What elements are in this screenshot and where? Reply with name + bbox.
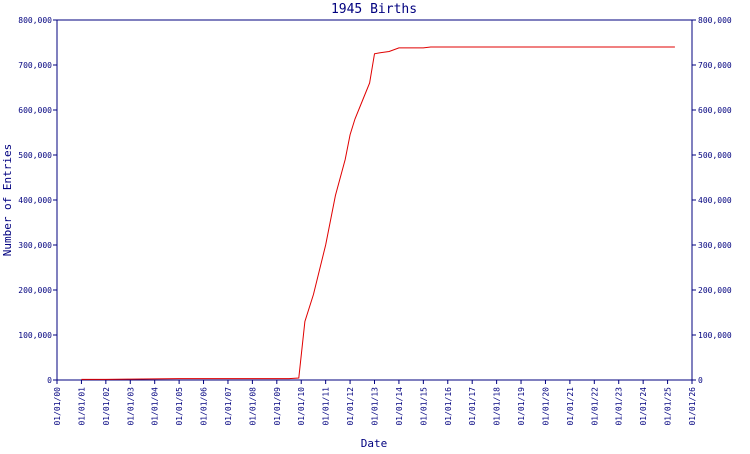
x-tick-label: 01/01/17 [468, 387, 477, 426]
x-tick-label: 01/01/09 [273, 387, 282, 426]
y-tick-label: 800,000 [18, 16, 52, 25]
x-axis-label: Date [361, 437, 388, 450]
y-tick-label: 100,000 [18, 331, 52, 340]
y-tick-label: 200,000 [18, 286, 52, 295]
x-tick-label: 01/01/08 [248, 387, 257, 426]
series-line [81, 46, 675, 380]
x-tick-label: 01/01/03 [126, 387, 135, 426]
y-tick-label-right: 600,000 [698, 106, 732, 115]
x-tick-label: 01/01/16 [444, 387, 453, 426]
y-tick-label-right: 700,000 [698, 61, 732, 70]
y-tick-label: 300,000 [18, 241, 52, 250]
x-tick-label: 01/01/01 [77, 387, 86, 426]
x-axis: 01/01/00 01/01/01 01/01/02 01/01/03 01/01/04… [53, 380, 697, 426]
y-tick-label-right: 300,000 [698, 241, 732, 250]
x-tick-label: 01/01/20 [541, 387, 550, 426]
y-tick-label: 0 [47, 376, 52, 385]
plot-area [56, 19, 693, 381]
y-axis-label: Number of Entries [1, 144, 14, 257]
y-tick-label-right: 0 [698, 376, 703, 385]
x-tick-label: 01/01/18 [493, 387, 502, 426]
x-tick-label: 01/01/15 [419, 387, 428, 426]
series-layer [81, 46, 675, 380]
y-tick-label-right: 800,000 [698, 16, 732, 25]
x-tick-label: 01/01/06 [200, 387, 209, 426]
y-axis-right: 0 100,000 200,000 300,000 400,000 500,000 600,… [692, 16, 732, 385]
y-tick-label-right: 400,000 [698, 196, 732, 205]
x-tick-label: 01/01/07 [224, 387, 233, 426]
y-tick-label: 600,000 [18, 106, 52, 115]
x-tick-label: 01/01/13 [371, 387, 380, 426]
x-tick-label: 01/01/19 [517, 387, 526, 426]
x-tick-label: 01/01/00 [53, 387, 62, 426]
x-tick-label: 01/01/04 [151, 387, 160, 426]
x-tick-label: 01/01/24 [639, 387, 648, 426]
x-tick-label: 01/01/23 [615, 387, 624, 426]
x-tick-label: 01/01/02 [102, 387, 111, 426]
chart-title: 1945 Births [331, 2, 417, 17]
x-tick-label: 01/01/26 [688, 387, 697, 426]
y-tick-label-right: 500,000 [698, 151, 732, 160]
y-tick-label-right: 200,000 [698, 286, 732, 295]
y-tick-label: 400,000 [18, 196, 52, 205]
x-tick-label: 01/01/12 [346, 387, 355, 426]
y-tick-label: 500,000 [18, 151, 52, 160]
y-tick-label-right: 100,000 [698, 331, 732, 340]
y-tick-label: 700,000 [18, 61, 52, 70]
x-tick-label: 01/01/11 [322, 387, 331, 426]
x-tick-label: 01/01/14 [395, 387, 404, 426]
x-tick-label: 01/01/05 [175, 387, 184, 426]
y-axis-left: 0 100,000 200,000 300,000 400,000 500,000 600,… [18, 16, 57, 385]
x-tick-label: 01/01/10 [297, 387, 306, 426]
x-tick-label: 01/01/25 [664, 387, 673, 426]
x-tick-label: 01/01/21 [566, 387, 575, 426]
x-tick-label: 01/01/22 [590, 387, 599, 426]
